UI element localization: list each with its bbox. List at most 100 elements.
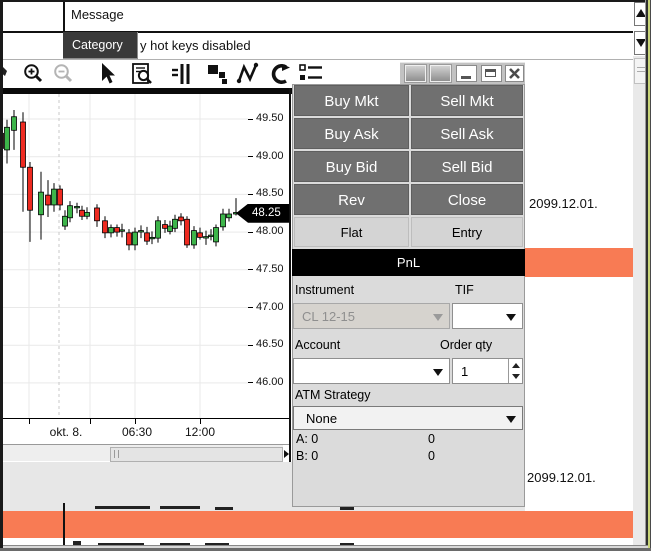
objects-icon[interactable] [206,62,230,86]
pencil-partial-icon[interactable] [0,62,24,86]
candle [108,227,114,234]
instrument-selector[interactable]: CL 12-15 [293,303,450,329]
candle [84,212,90,217]
position-row-a: A: 0 [296,432,319,446]
sell-ask-button[interactable]: Sell Ask [411,118,523,149]
candle [178,216,184,222]
sell-bid-button[interactable]: Sell Bid [411,151,523,182]
chevron-down-icon [506,314,516,321]
log-header-message[interactable]: Message [71,7,124,22]
candle [155,220,161,239]
candle [51,188,57,206]
log-header-border [0,31,648,33]
candle [167,225,173,232]
price-tick-label: 48.00 [256,225,284,238]
time-tick-label: 12:00 [184,425,216,439]
atm-strategy-value: None [306,411,338,426]
buy-bid-button[interactable]: Buy Bid [294,151,409,182]
chart-horizontal-scrollbar[interactable] [3,444,283,462]
time-axis[interactable]: okt. 8. 06:30 12:00 [3,419,291,444]
price-axis[interactable]: 49.50 49.00 48.50 48.00 47.50 47.00 46.50 46.00 [248,94,290,418]
chevron-down-icon [433,314,443,321]
candle [149,236,155,240]
candle [45,194,51,206]
price-tick-label: 49.50 [256,112,284,124]
candle [126,232,132,246]
instrument-value: CL 12-15 [302,309,355,324]
vertical-scrollbar[interactable] [633,0,648,545]
spinner-buttons[interactable] [508,359,522,383]
candle [138,230,144,233]
price-tick-label: 49.00 [256,149,284,162]
panel-button-2[interactable] [429,64,452,83]
order-qty-stepper[interactable]: 1 [452,358,523,384]
order-qty-value: 1 [461,364,469,379]
data-series-icon[interactable] [299,62,323,86]
chart-plot[interactable] [0,94,248,418]
buy-mkt-button[interactable]: Buy Mkt [294,85,409,116]
atm-strategy-selector[interactable]: None [293,406,523,430]
arrow-down-icon [636,39,646,47]
log-column-separator-bottom [63,503,65,545]
candle [67,205,73,219]
buy-ask-button[interactable]: Buy Ask [294,118,409,149]
candle [4,126,10,151]
scroll-right-button[interactable] [283,444,291,461]
candle [62,215,68,227]
flat-button[interactable]: Flat [294,217,409,247]
clipped-log-row [3,538,633,545]
window-left-border [0,0,3,551]
minimize-button[interactable] [456,65,477,82]
price-tick-label: 47.00 [256,300,284,313]
price-tick [248,269,253,271]
position-row-b-value: 0 [428,449,435,463]
cursor-icon[interactable] [97,62,121,86]
time-tick-label: 06:30 [121,425,153,439]
price-tick [248,382,253,384]
candle [172,218,178,229]
sell-mkt-button[interactable]: Sell Mkt [411,85,523,116]
candle [220,213,226,228]
rev-button[interactable]: Rev [294,184,409,215]
panel-button-1[interactable] [404,64,427,83]
zoom-in-icon[interactable] [22,62,46,86]
reload-icon[interactable] [268,62,292,86]
time-tick [90,419,91,424]
candle [203,236,209,239]
log-date-2: 2099.12.01. [527,470,596,485]
price-tick [248,307,253,308]
candle [57,188,63,206]
entry-button[interactable]: Entry [411,217,523,247]
close-position-button[interactable]: Close [411,184,523,215]
time-tick [29,419,30,424]
candle [208,234,214,237]
price-tick [248,156,253,158]
price-tick [248,344,253,346]
account-label: Account [295,338,341,352]
window-bottom-border [0,548,651,551]
restore-button[interactable] [481,65,502,82]
arrow-up-icon [636,9,646,17]
position-row-a-value: 0 [428,432,435,446]
chevron-down-icon [506,416,516,423]
zoom-out-icon[interactable] [52,62,76,86]
candle [119,229,125,232]
account-selector[interactable] [293,358,450,384]
bar-type-icon[interactable] [171,62,195,86]
session-break-row[interactable]: Session Break (Version 8.0.0.5) [3,511,633,538]
close-button[interactable] [505,65,524,82]
candle [0,132,4,149]
candle [38,191,44,216]
price-tick-label: 47.50 [256,262,284,275]
candle [79,209,85,217]
scrollbar-thumb[interactable] [110,447,283,462]
chart-properties-icon[interactable] [131,62,155,86]
candle [184,218,190,246]
tif-selector[interactable] [452,303,523,329]
drawing-tools-icon[interactable] [236,62,260,86]
pnl-display: PnL [292,249,525,276]
time-tick [135,419,136,424]
price-tick-label: 48.50 [256,187,284,200]
window-right-border [646,0,648,551]
